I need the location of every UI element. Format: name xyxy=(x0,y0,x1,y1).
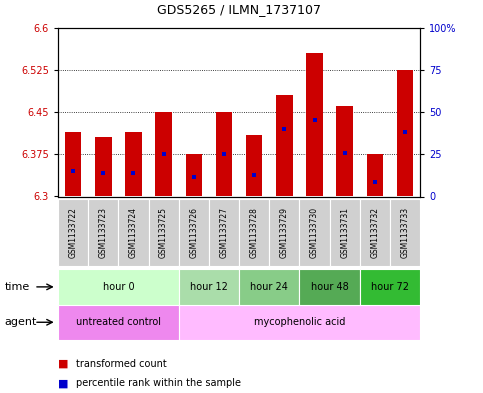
Text: untreated control: untreated control xyxy=(76,317,161,327)
Bar xyxy=(118,199,149,266)
Bar xyxy=(179,305,420,340)
Bar xyxy=(246,134,262,196)
Bar xyxy=(306,53,323,196)
Bar xyxy=(95,137,112,196)
Text: mycophenolic acid: mycophenolic acid xyxy=(254,317,345,327)
Text: GSM1133731: GSM1133731 xyxy=(340,208,349,258)
Bar xyxy=(88,199,118,266)
Bar xyxy=(216,112,232,196)
Bar xyxy=(390,199,420,266)
Bar xyxy=(179,269,239,305)
Text: GSM1133729: GSM1133729 xyxy=(280,208,289,258)
Bar xyxy=(337,107,353,196)
Bar xyxy=(125,132,142,196)
Bar xyxy=(239,269,299,305)
Text: transformed count: transformed count xyxy=(76,358,167,369)
Bar xyxy=(209,199,239,266)
Text: hour 0: hour 0 xyxy=(102,282,134,292)
Text: ■: ■ xyxy=(58,358,69,369)
Bar xyxy=(156,112,172,196)
Bar xyxy=(299,269,360,305)
Bar xyxy=(276,95,293,196)
Text: hour 72: hour 72 xyxy=(371,282,409,292)
Text: GSM1133728: GSM1133728 xyxy=(250,208,259,258)
Text: GSM1133724: GSM1133724 xyxy=(129,208,138,258)
Text: GSM1133732: GSM1133732 xyxy=(370,208,380,258)
Bar xyxy=(239,199,270,266)
Text: GSM1133726: GSM1133726 xyxy=(189,208,199,258)
Bar xyxy=(58,269,179,305)
Bar xyxy=(58,199,88,266)
Bar xyxy=(330,199,360,266)
Text: agent: agent xyxy=(5,317,37,327)
Bar xyxy=(299,199,330,266)
Text: GSM1133722: GSM1133722 xyxy=(69,208,78,258)
Bar xyxy=(185,154,202,196)
Bar xyxy=(367,154,383,196)
Text: hour 48: hour 48 xyxy=(311,282,349,292)
Text: ■: ■ xyxy=(58,378,69,388)
Text: hour 24: hour 24 xyxy=(250,282,288,292)
Text: hour 12: hour 12 xyxy=(190,282,228,292)
Bar xyxy=(58,305,179,340)
Bar xyxy=(179,199,209,266)
Bar xyxy=(360,269,420,305)
Bar xyxy=(397,70,413,196)
Text: GSM1133725: GSM1133725 xyxy=(159,208,168,258)
Bar xyxy=(360,199,390,266)
Text: GSM1133723: GSM1133723 xyxy=(99,208,108,258)
Text: GSM1133727: GSM1133727 xyxy=(219,208,228,258)
Text: time: time xyxy=(5,282,30,292)
Text: percentile rank within the sample: percentile rank within the sample xyxy=(76,378,242,388)
Bar xyxy=(270,199,299,266)
Text: GDS5265 / ILMN_1737107: GDS5265 / ILMN_1737107 xyxy=(157,3,321,16)
Text: GSM1133730: GSM1133730 xyxy=(310,207,319,259)
Bar xyxy=(149,199,179,266)
Text: GSM1133733: GSM1133733 xyxy=(400,207,410,259)
Bar xyxy=(65,132,81,196)
